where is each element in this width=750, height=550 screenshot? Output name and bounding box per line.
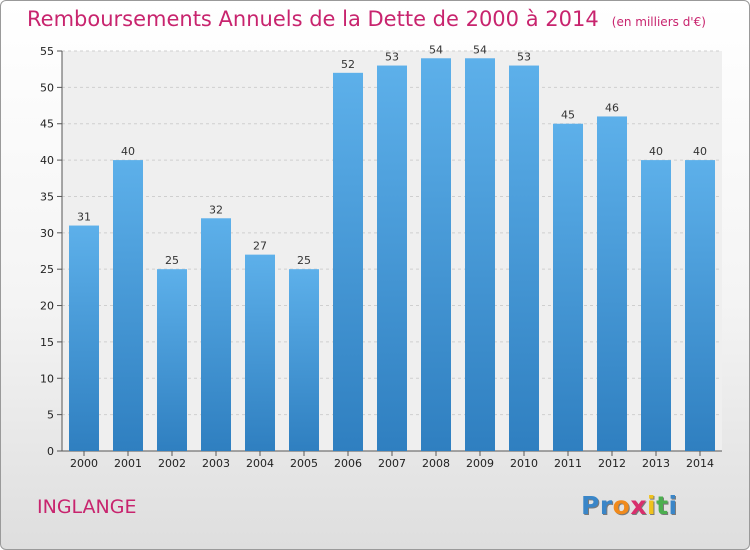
data-label-2005: 25	[297, 254, 311, 267]
data-label-2012: 46	[605, 101, 619, 114]
x-tick-label-2013: 2013	[642, 457, 670, 470]
bar-2000	[69, 225, 99, 451]
y-tick-label: 35	[40, 190, 54, 203]
x-tick-label-2010: 2010	[510, 457, 538, 470]
y-tick-label: 25	[40, 263, 54, 276]
data-label-2010: 53	[517, 51, 531, 64]
x-tick-label-2003: 2003	[202, 457, 230, 470]
y-tick-label: 50	[40, 81, 54, 94]
bar-2011	[553, 123, 583, 452]
data-label-2011: 45	[561, 109, 575, 122]
x-tick-label-2009: 2009	[466, 457, 494, 470]
bar-2004	[245, 254, 275, 451]
bar-2009	[465, 58, 495, 451]
data-label-2006: 52	[341, 58, 355, 71]
data-label-2007: 53	[385, 51, 399, 64]
x-tick-label-2000: 2000	[70, 457, 98, 470]
data-label-2014: 40	[693, 145, 707, 158]
bar-2002	[157, 269, 187, 451]
bar-2005	[289, 269, 319, 451]
x-tick-label-2007: 2007	[378, 457, 406, 470]
chart-unit-note: (en milliers d'€)	[611, 15, 706, 29]
x-tick-label-2011: 2011	[554, 457, 582, 470]
chart-title-block: Remboursements Annuels de la Dette de 20…	[27, 7, 706, 31]
y-tick-label: 40	[40, 154, 54, 167]
data-label-2009: 54	[473, 43, 487, 56]
logo-letter: i	[647, 491, 657, 520]
y-tick-label: 30	[40, 227, 54, 240]
x-tick-label-2005: 2005	[290, 457, 318, 470]
bar-2013	[641, 160, 671, 451]
bar-2007	[377, 65, 407, 451]
y-tick-label: 5	[47, 409, 54, 422]
logo-letter: r	[599, 491, 613, 520]
bar-2006	[333, 72, 363, 452]
logo-letter: t	[656, 491, 669, 520]
bar-2003	[201, 218, 231, 451]
x-tick-label-2002: 2002	[158, 457, 186, 470]
bar-2001	[113, 160, 143, 451]
data-label-2008: 54	[429, 43, 443, 56]
data-label-2002: 25	[165, 254, 179, 267]
data-label-2004: 27	[253, 240, 267, 253]
logo-letter: P	[581, 491, 600, 520]
data-label-2003: 32	[209, 203, 223, 216]
y-tick-label: 0	[47, 445, 54, 458]
chart-title: Remboursements Annuels de la Dette de 20…	[27, 7, 599, 31]
y-tick-label: 45	[40, 118, 54, 131]
x-tick-label-2008: 2008	[422, 457, 450, 470]
y-tick-label: 20	[40, 300, 54, 313]
y-tick-label: 15	[40, 336, 54, 349]
x-tick-label-2004: 2004	[246, 457, 274, 470]
bar-2008	[421, 58, 451, 451]
logo-letter: o	[612, 491, 631, 520]
logo-letter: i	[668, 491, 678, 520]
data-label-2001: 40	[121, 145, 135, 158]
bar-2010	[509, 65, 539, 451]
commune-name: INGLANGE	[37, 496, 137, 518]
y-tick-label: 55	[40, 45, 54, 58]
x-tick-label-2012: 2012	[598, 457, 626, 470]
x-tick-label-2001: 2001	[114, 457, 142, 470]
data-label-2013: 40	[649, 145, 663, 158]
proxiti-logo: Proxiti	[581, 491, 678, 520]
bar-2014	[685, 160, 715, 451]
x-tick-label-2014: 2014	[686, 457, 714, 470]
data-label-2000: 31	[77, 211, 91, 224]
x-tick-label-2006: 2006	[334, 457, 362, 470]
logo-letter: x	[630, 491, 647, 520]
y-tick-label: 10	[40, 372, 54, 385]
bar-2012	[597, 116, 627, 452]
